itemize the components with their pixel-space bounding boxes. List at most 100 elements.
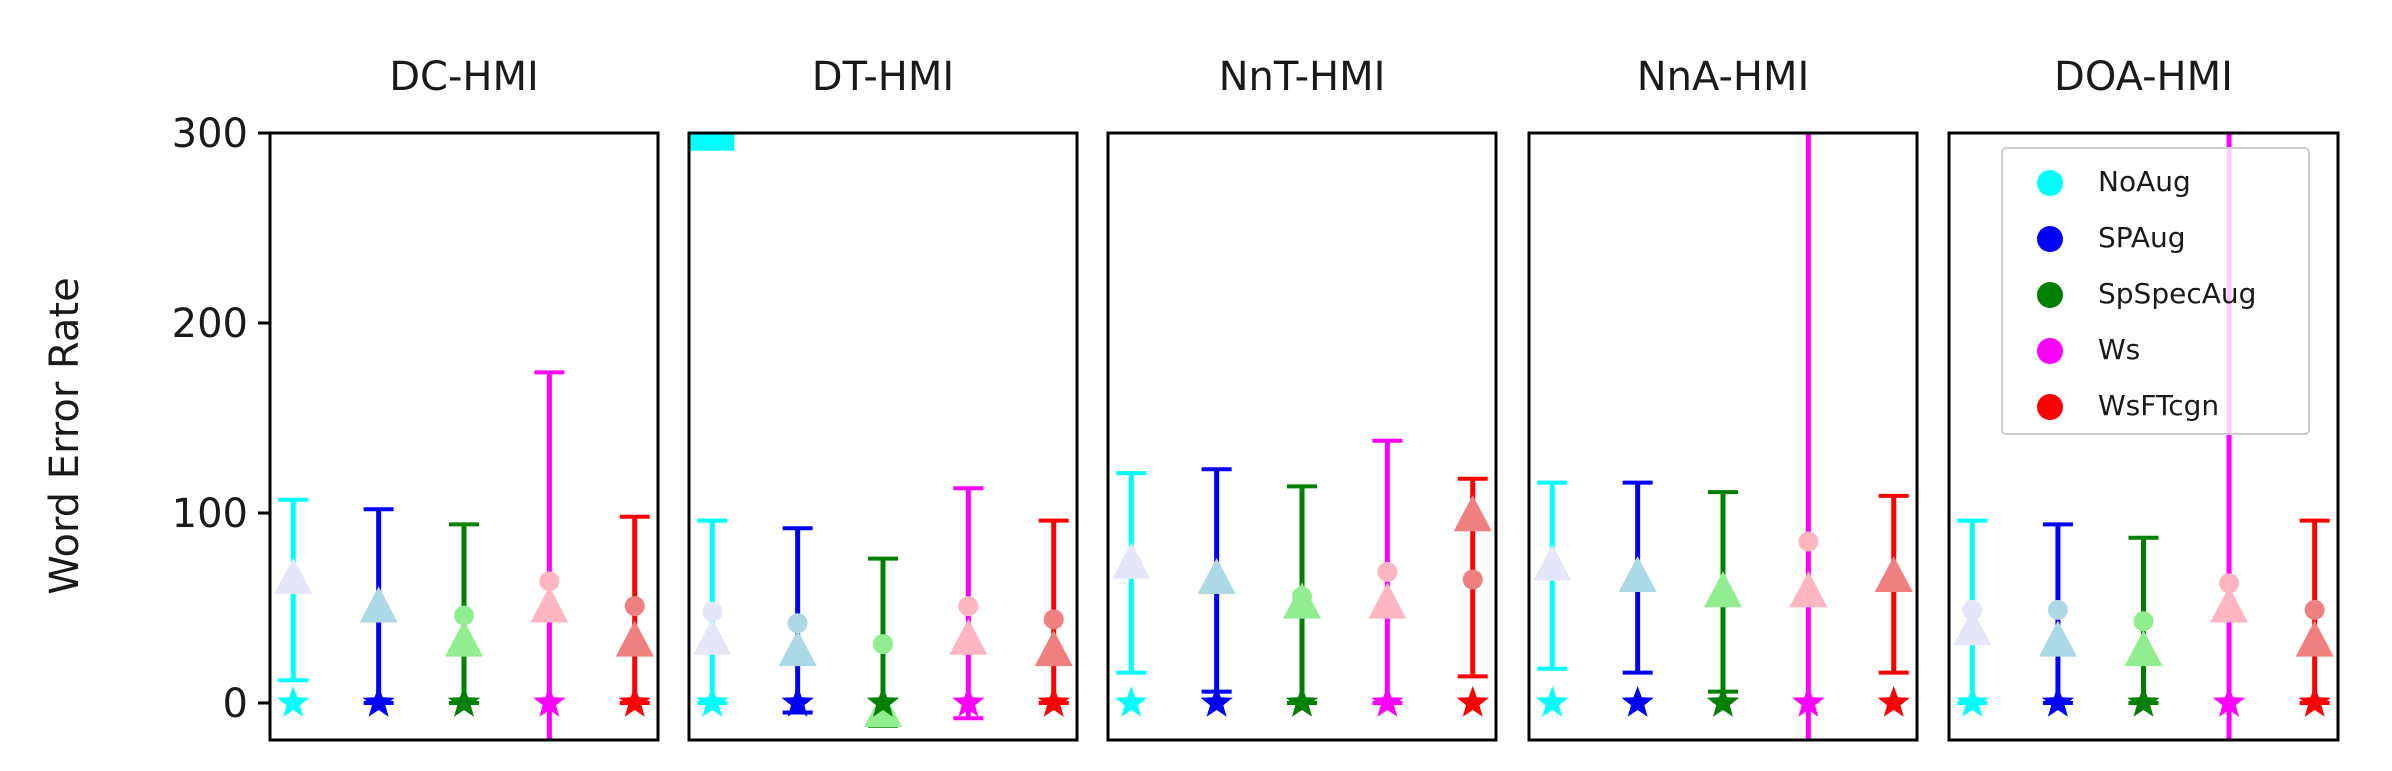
- series-spspecaug: [2124, 535, 2163, 717]
- triangle-marker: [778, 630, 817, 667]
- circle-marker: [454, 605, 474, 626]
- star-marker: [533, 686, 566, 717]
- panel-frame: [268, 131, 660, 742]
- y-tick-label: 0: [223, 681, 248, 727]
- legend-marker: [2037, 338, 2063, 364]
- series-wsftcgn: [615, 514, 654, 717]
- star-marker: [362, 686, 395, 717]
- triangle-marker: [949, 618, 988, 655]
- legend-marker: [2037, 226, 2063, 252]
- legend-entry-noaug: NoAug: [2037, 165, 2191, 198]
- legend: NoAug SPAug SpSpecAug Ws WsFTcgn: [2001, 147, 2310, 435]
- star-marker: [781, 686, 814, 717]
- series-ws: [1368, 438, 1407, 717]
- legend-label: WsFTcgn: [2098, 389, 2219, 422]
- panels-layer: DC-HMI DT-HMI NnT-HMI NnA-HMI DOA-HMI: [268, 54, 2340, 742]
- y-tick-label: 200: [172, 301, 248, 347]
- legend-label: Ws: [2098, 333, 2140, 366]
- y-axis: 0 100 200 300: [172, 111, 270, 727]
- legend-entry-spaug: SPAug: [2037, 221, 2186, 254]
- series-ws: [1789, 133, 1828, 740]
- panel-plot-area: [690, 133, 1073, 728]
- series-spspecaug: [1704, 490, 1742, 717]
- panel-title: DC-HMI: [389, 54, 539, 100]
- star-marker: [277, 686, 310, 717]
- series-ws: [949, 486, 988, 721]
- triangle-marker: [1283, 582, 1321, 619]
- circle-marker: [2047, 599, 2068, 620]
- triangle-marker: [2295, 620, 2334, 657]
- y-tick-label: 300: [172, 111, 248, 157]
- star-marker: [1200, 686, 1233, 717]
- legend-entry-ws: Ws: [2037, 333, 2140, 366]
- triangle-marker: [1789, 571, 1828, 608]
- circle-marker: [1798, 531, 1819, 552]
- series-wsftcgn: [1034, 518, 1073, 717]
- star-marker: [1621, 686, 1654, 717]
- triangle-marker: [1533, 544, 1572, 581]
- legend-marker: [2037, 394, 2063, 420]
- series-noaug: [274, 497, 313, 717]
- series-spaug: [2038, 522, 2077, 717]
- panel-nnt-hmi: NnT-HMI: [1106, 54, 1498, 742]
- y-tick-label: 100: [172, 491, 248, 537]
- panel-nna-hmi: NnA-HMI: [1527, 54, 1919, 742]
- series-ws: [530, 370, 569, 740]
- circle-marker: [1043, 609, 1064, 630]
- triangle-marker: [615, 620, 654, 657]
- star-marker: [952, 686, 985, 717]
- triangle-marker: [530, 586, 569, 623]
- series-spaug: [1618, 480, 1657, 717]
- triangle-marker: [359, 586, 398, 623]
- legend-frame: [2001, 147, 2310, 435]
- series-noaug: [690, 133, 735, 717]
- panel-title: DOA-HMI: [2054, 54, 2233, 100]
- y-axis-label: Word Error Rate: [42, 277, 88, 594]
- star-marker: [2298, 686, 2331, 717]
- circle-marker: [873, 634, 893, 655]
- star-marker: [696, 686, 729, 717]
- series-spspecaug: [445, 522, 483, 717]
- triangle-marker: [1368, 582, 1407, 619]
- circle-marker: [702, 601, 723, 622]
- series-noaug: [1953, 518, 1992, 717]
- triangle-marker: [1112, 542, 1151, 579]
- star-marker: [1706, 686, 1740, 717]
- circle-marker: [2219, 573, 2240, 594]
- panel-dt-hmi: DT-HMI: [687, 54, 1079, 742]
- star-marker: [1285, 686, 1319, 717]
- circle-marker: [539, 571, 560, 592]
- legend-entry-spspecaug: SpSpecAug: [2037, 277, 2256, 310]
- legend-marker: [2037, 282, 2063, 308]
- circle-marker: [2133, 611, 2154, 632]
- triangle-marker: [693, 618, 732, 655]
- triangle-marker: [2124, 630, 2163, 667]
- panel-title: DT-HMI: [812, 54, 954, 100]
- star-marker: [1792, 686, 1825, 717]
- legend-label: NoAug: [2098, 165, 2191, 198]
- star-marker: [2041, 686, 2075, 717]
- triangle-marker: [1034, 630, 1073, 667]
- series-wsftcgn: [1453, 476, 1492, 717]
- circle-marker: [787, 613, 808, 634]
- star-marker: [618, 686, 651, 717]
- series-spspecaug: [1283, 484, 1321, 717]
- legend-entry-wsftcgn: WsFTcgn: [2037, 389, 2219, 422]
- triangle-marker: [1704, 571, 1742, 608]
- panel-plot-area: [274, 370, 654, 740]
- series-wsftcgn: [1874, 493, 1913, 717]
- panel-plot-area: [1112, 438, 1492, 717]
- series-noaug: [1112, 471, 1151, 717]
- panel-frame: [687, 131, 1079, 742]
- series-spaug: [359, 507, 398, 717]
- legend-marker: [2037, 170, 2063, 196]
- circle-marker: [624, 596, 645, 617]
- panel-frame: [1106, 131, 1498, 742]
- triangle-marker: [445, 620, 483, 657]
- legend-label: SPAug: [2098, 221, 2186, 254]
- star-marker: [1956, 686, 1989, 717]
- star-marker: [1371, 686, 1404, 717]
- circle-marker: [958, 596, 979, 617]
- star-marker: [866, 686, 900, 717]
